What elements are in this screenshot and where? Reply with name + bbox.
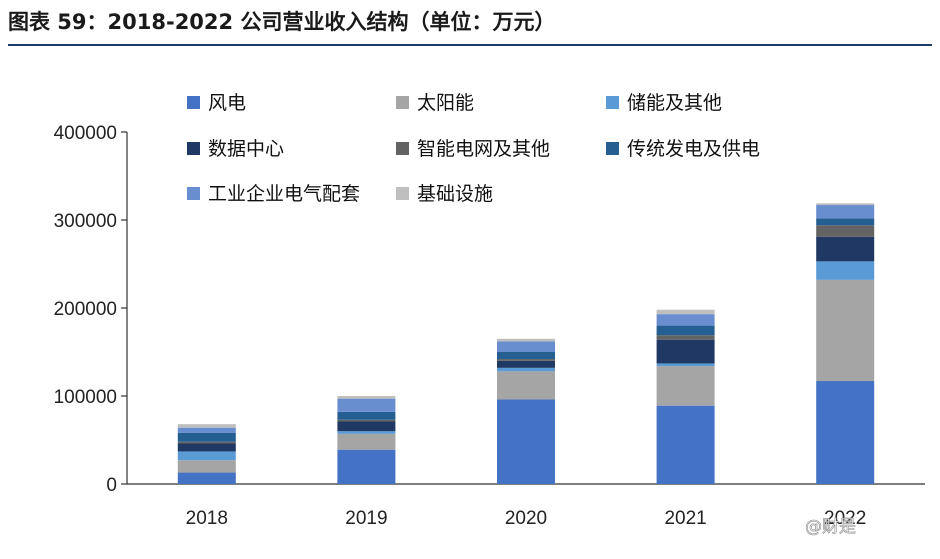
legend-label: 智能电网及其他 bbox=[417, 138, 550, 160]
bars bbox=[177, 203, 875, 484]
legend-swatch bbox=[606, 142, 619, 155]
bar-segment bbox=[656, 405, 715, 484]
bar-segment bbox=[656, 363, 715, 367]
y-tick-label: 300000 bbox=[54, 211, 117, 232]
legend-swatch bbox=[396, 187, 409, 200]
legend-label: 储能及其他 bbox=[627, 92, 722, 114]
bar-segment bbox=[816, 205, 875, 219]
legend-swatch bbox=[187, 142, 200, 155]
legend-label: 数据中心 bbox=[208, 138, 284, 160]
y-tick-label: 200000 bbox=[54, 299, 117, 320]
bar-segment bbox=[337, 421, 396, 432]
legend-label: 传统发电及供电 bbox=[627, 138, 760, 160]
legend-swatch bbox=[187, 187, 200, 200]
bar-segment bbox=[177, 432, 236, 442]
bar-segment bbox=[816, 236, 875, 262]
bar-segment bbox=[816, 261, 875, 280]
bar-segment bbox=[497, 352, 555, 360]
legend-label: 风电 bbox=[208, 92, 246, 114]
bar-segment bbox=[337, 431, 396, 434]
bar-segment bbox=[816, 381, 875, 484]
bar-segment bbox=[656, 335, 715, 340]
bar-segment bbox=[497, 360, 555, 368]
legend-swatch bbox=[396, 142, 409, 155]
y-tick-label: 0 bbox=[106, 475, 117, 496]
bar-segment bbox=[337, 433, 396, 450]
chart-title: 图表 59：2018-2022 公司营业收入结构（单位：万元） bbox=[8, 10, 556, 34]
bar-segment bbox=[497, 371, 555, 400]
bar-segment bbox=[177, 472, 236, 484]
bar-segment bbox=[497, 367, 555, 372]
bar-segment bbox=[656, 366, 715, 406]
bar-segment bbox=[497, 341, 555, 352]
legend-swatch bbox=[187, 96, 200, 109]
watermark: @财是 bbox=[805, 517, 856, 537]
bar-segment bbox=[337, 411, 396, 420]
y-tick-label: 400000 bbox=[54, 123, 117, 144]
bar-segment bbox=[656, 339, 715, 364]
bar-segment bbox=[177, 443, 236, 452]
x-tick-label: 2019 bbox=[345, 508, 387, 529]
legend-swatch bbox=[606, 96, 619, 109]
legend-label: 太阳能 bbox=[417, 92, 474, 114]
x-tick-label: 2021 bbox=[664, 508, 706, 529]
x-tick-label: 2018 bbox=[186, 508, 228, 529]
bar-segment bbox=[177, 427, 236, 433]
bar-segment bbox=[816, 279, 875, 382]
axes: 0 100000 200000 300000 400000 2018 2019 2020 202… bbox=[54, 123, 925, 529]
title-divider bbox=[8, 44, 932, 46]
bar-segment bbox=[337, 396, 396, 399]
bar-segment bbox=[816, 218, 875, 226]
y-tick-label: 100000 bbox=[54, 387, 117, 408]
legend-label: 工业企业电气配套 bbox=[208, 183, 360, 205]
x-tick-label: 2020 bbox=[505, 508, 547, 529]
bar-segment bbox=[337, 449, 396, 484]
bar-segment bbox=[177, 460, 236, 473]
bar-segment bbox=[177, 451, 236, 461]
bar-segment bbox=[177, 441, 236, 444]
bar-segment bbox=[656, 314, 715, 326]
bar-segment bbox=[337, 419, 396, 422]
x-tick-label: 2022 bbox=[824, 508, 866, 529]
bar-segment bbox=[656, 309, 715, 315]
bar-segment bbox=[816, 225, 875, 237]
bar-segment bbox=[497, 399, 555, 484]
bar-segment bbox=[177, 424, 236, 428]
bar-segment bbox=[337, 398, 396, 412]
bar-segment bbox=[656, 325, 715, 336]
legend-label: 基础设施 bbox=[417, 183, 493, 205]
bar-segment bbox=[816, 203, 875, 206]
bar-segment bbox=[497, 338, 555, 342]
legend-swatch bbox=[396, 96, 409, 109]
bar-segment bbox=[497, 359, 555, 361]
